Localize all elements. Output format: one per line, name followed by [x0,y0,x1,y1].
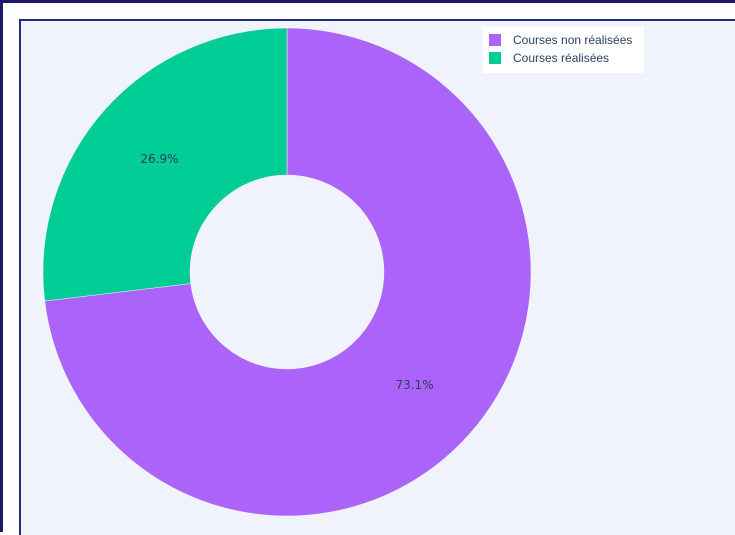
legend-item-non-realisees[interactable]: Courses non réalisées [489,31,632,49]
legend: Courses non réalisées Courses réalisées [483,27,645,73]
legend-label-realisees: Courses réalisées [513,51,610,65]
donut-slice-1[interactable] [42,27,288,302]
slice-label-1: 26.9% [140,152,178,166]
legend-item-realisees[interactable]: Courses réalisées [489,49,632,67]
donut-slice-0[interactable] [44,27,532,517]
slice-label-0: 73.1% [395,378,433,392]
legend-swatch-non-realisees [489,34,501,46]
legend-swatch-realisees [489,52,501,64]
legend-label-non-realisees: Courses non réalisées [513,33,633,47]
